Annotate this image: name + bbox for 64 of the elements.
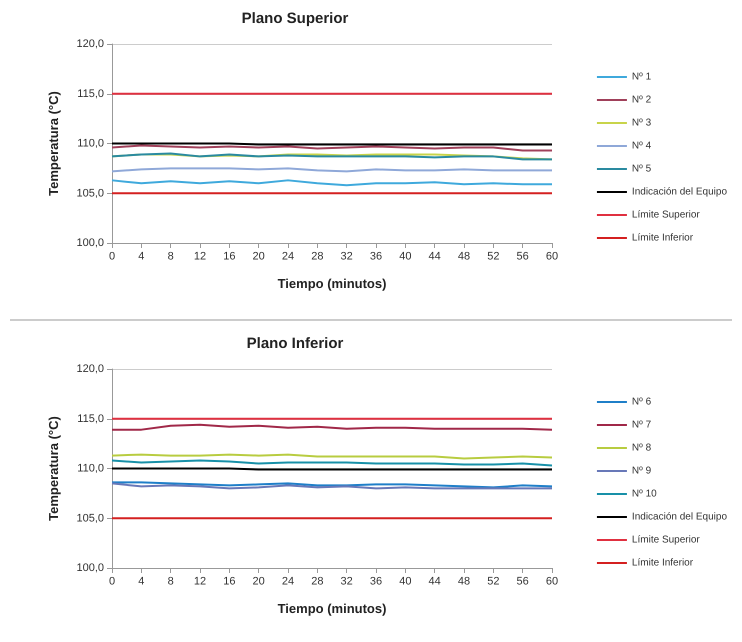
legend-label: Nº 7: [632, 420, 652, 430]
x-tick-label: 32: [340, 250, 353, 262]
x-tick-label: 4: [138, 576, 144, 588]
x-tick-label: 24: [282, 576, 294, 588]
y-tick-label: 110,0: [77, 462, 104, 474]
x-tick-label: 56: [516, 576, 529, 588]
y-tick-label: 110,0: [77, 138, 104, 150]
legend-label: Indicación del Equipo: [632, 512, 728, 522]
x-tick-label: 12: [194, 576, 206, 588]
x-tick-label: 44: [428, 576, 441, 588]
x-tick-label: 36: [370, 250, 382, 262]
x-tick-label: 32: [340, 576, 353, 588]
x-tick-label: 16: [223, 576, 236, 588]
x-tick-label: 40: [399, 576, 412, 588]
legend-label: Límite Inferior: [632, 232, 694, 244]
legend-label: Nº 1: [632, 72, 652, 82]
y-axis-title: Temperatura (°C): [46, 416, 61, 521]
x-tick-label: 44: [428, 250, 441, 262]
legend-label: Nº 6: [632, 396, 652, 408]
x-tick-label: 0: [108, 250, 116, 262]
y-tick-label: 105,0: [76, 187, 104, 200]
legend-label: Indicación del Equipo: [632, 186, 728, 198]
legend-label: Límite Inferior: [632, 558, 694, 568]
chart-title: Plano Superior: [242, 10, 349, 27]
x-tick-label: 4: [138, 250, 144, 262]
x-tick-label: 60: [546, 250, 558, 262]
x-tick-label: 8: [168, 576, 174, 588]
x-tick-label: 52: [487, 576, 500, 588]
y-tick-label: 105,0: [76, 512, 104, 524]
legend-label: Nº 8: [632, 442, 652, 454]
legend-label: Nº 4: [632, 140, 652, 152]
y-tick-label: 100,0: [76, 237, 104, 249]
y-tick-label: 120,0: [76, 363, 104, 375]
legend-label: Límite Superior: [632, 534, 700, 546]
x-tick-label: 40: [399, 250, 412, 262]
x-tick-label: 20: [252, 250, 265, 262]
x-tick-label: 12: [194, 250, 206, 262]
x-tick-label: 56: [516, 250, 529, 262]
x-tick-label: 28: [311, 250, 324, 262]
x-tick-label: 60: [546, 576, 558, 588]
x-tick-label: 20: [252, 576, 265, 588]
y-tick-label: 120,0: [76, 38, 104, 50]
legend-label: Nº 9: [632, 466, 652, 476]
x-axis-title: Tiempo (minutos): [278, 276, 386, 291]
legend-label: Nº 5: [632, 164, 652, 174]
legend-label: Nº 3: [632, 118, 652, 128]
x-tick-label: 0: [108, 576, 116, 588]
x-tick-label: 24: [282, 250, 294, 262]
x-tick-label: 16: [223, 250, 236, 262]
legend-label: Nº 10: [632, 488, 658, 500]
x-tick-label: 36: [370, 576, 382, 588]
chart-title: Plano Inferior: [246, 335, 344, 352]
x-tick-label: 52: [487, 250, 500, 262]
y-tick-label: 115,0: [77, 88, 104, 100]
x-tick-label: 28: [311, 576, 324, 588]
y-tick-label: 100,0: [76, 562, 104, 574]
y-tick-label: 115,0: [77, 412, 104, 425]
legend-label: Nº 2: [632, 94, 652, 106]
x-tick-label: 8: [168, 250, 174, 262]
y-axis-title: Temperatura (°C): [46, 91, 61, 196]
x-tick-label: 48: [458, 250, 470, 262]
legend-label: Límite Superior: [632, 210, 700, 220]
x-tick-label: 48: [458, 576, 470, 588]
x-axis-title: Tiempo (minutos): [278, 601, 386, 616]
